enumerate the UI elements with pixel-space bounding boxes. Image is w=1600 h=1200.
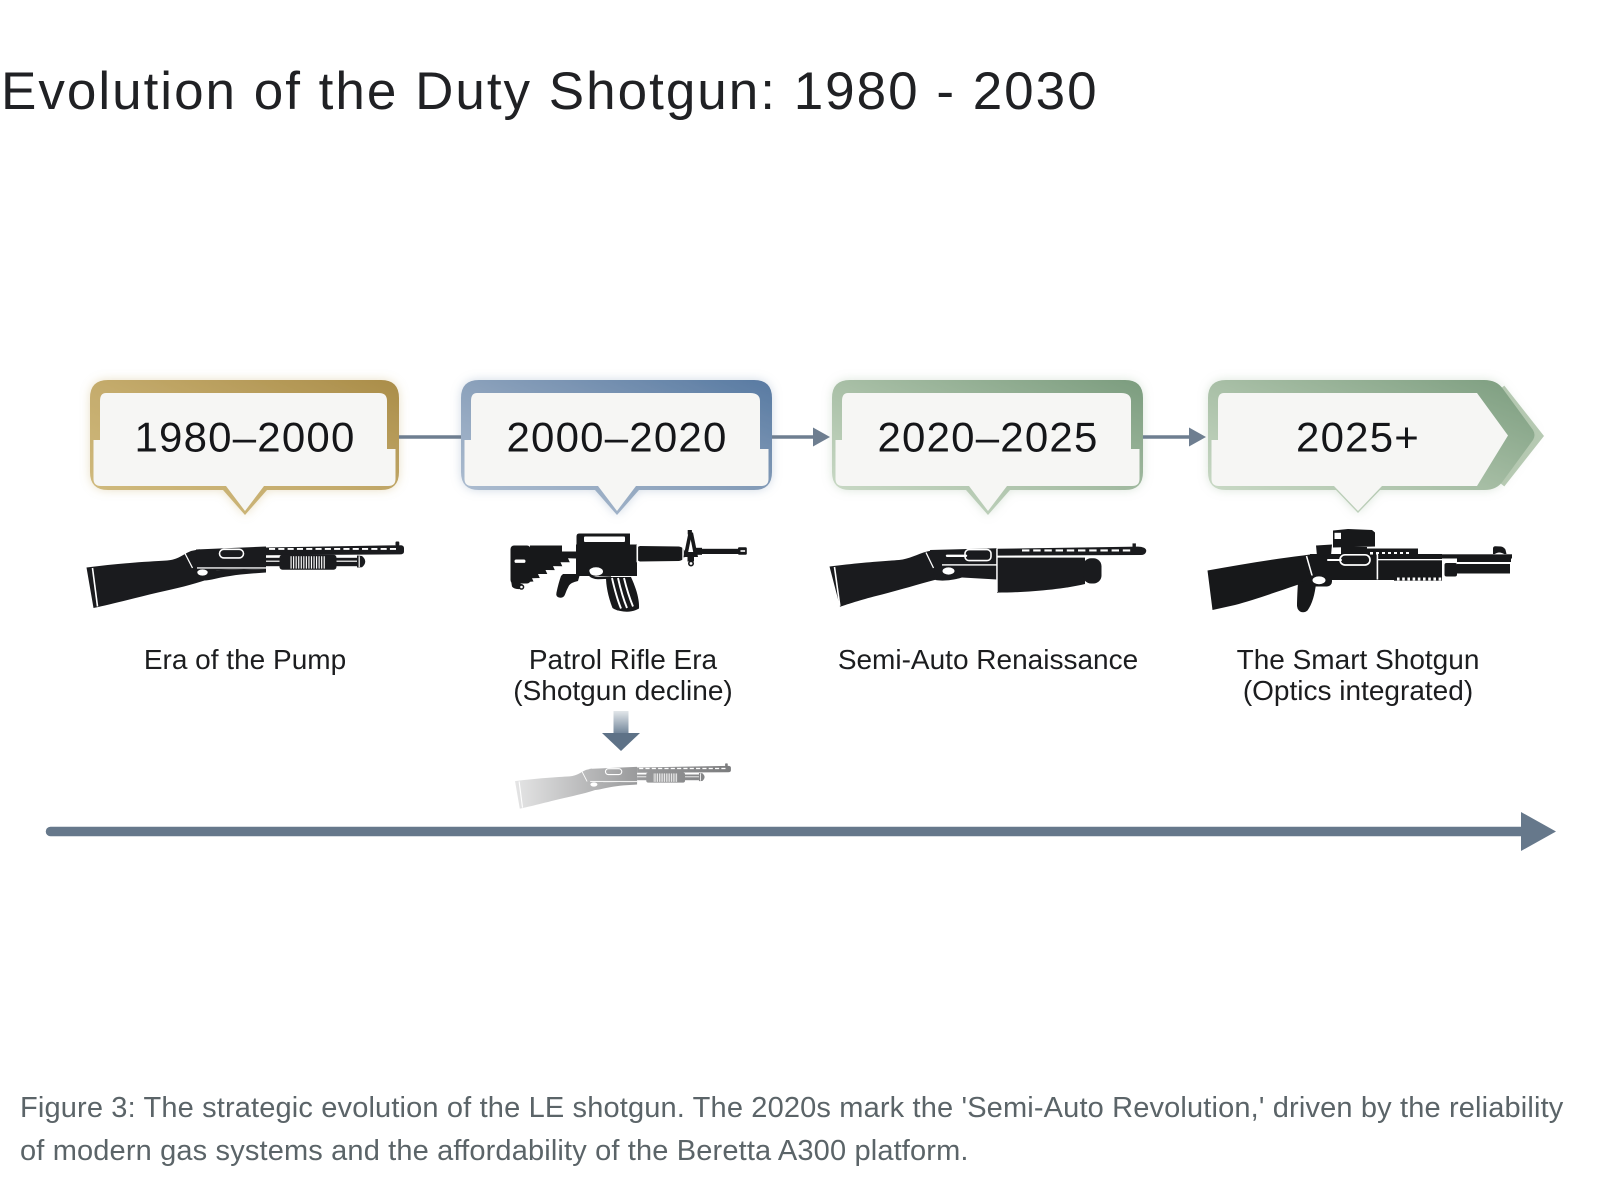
svg-text:2020–2025: 2020–2025: [877, 414, 1098, 461]
svg-text:(Optics integrated): (Optics integrated): [1243, 675, 1473, 706]
svg-text:Patrol Rifle Era: Patrol Rifle Era: [529, 644, 718, 675]
svg-text:The Smart Shotgun: The Smart Shotgun: [1237, 644, 1480, 675]
svg-text:Figure 3: The strategic evolut: Figure 3: The strategic evolution of the…: [20, 1092, 1564, 1124]
svg-text:2000–2020: 2000–2020: [506, 414, 727, 461]
svg-text:Era of the Pump: Era of the Pump: [144, 644, 346, 675]
svg-text:Semi-Auto Renaissance: Semi-Auto Renaissance: [838, 644, 1138, 675]
svg-text:Evolution of the Duty Shotgun:: Evolution of the Duty Shotgun: 1980 - 20…: [1, 62, 1099, 121]
svg-text:1980–2000: 1980–2000: [134, 414, 355, 461]
svg-text:(Shotgun decline): (Shotgun decline): [513, 675, 732, 706]
svg-text:of modern gas systems and the: of modern gas systems and the affordabil…: [20, 1135, 969, 1167]
svg-text:2025+: 2025+: [1296, 414, 1420, 461]
